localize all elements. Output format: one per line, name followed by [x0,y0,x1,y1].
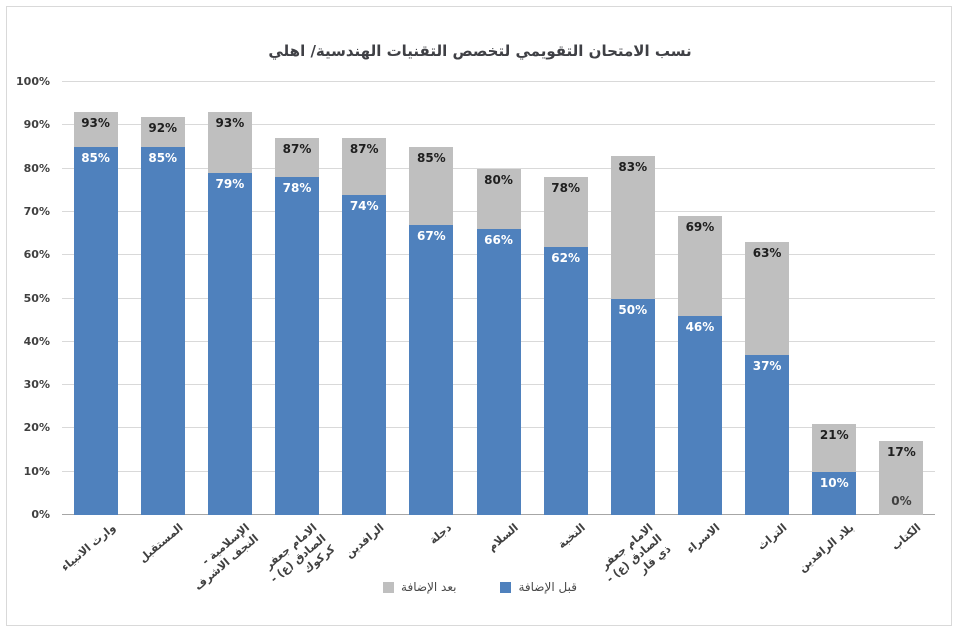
bar-segment-before [677,315,722,515]
bar-segment-before [543,246,588,515]
bar-segment-after [275,138,320,178]
before-value-label: 79% [215,176,245,191]
category-label: وارث الانبياء [58,521,118,574]
y-tick-label: 20% [23,421,50,435]
bar-segment-before [409,224,454,515]
bar-segment-after [812,424,857,472]
before-value-label: 66% [484,233,513,248]
bar-segment-before [812,471,857,515]
legend-label: بعد الإضافة [401,580,457,594]
bar-segment-after [73,112,118,147]
y-tick-label: 100% [16,75,50,88]
bar-segment-after [745,242,790,355]
y-tick-label: 10% [23,464,50,478]
before-value-label: 85% [148,150,178,165]
total-value-label: 17% [887,445,916,460]
total-value-label: 21% [819,428,849,443]
category-label: النخبة [555,521,589,552]
bar-segment-after [207,112,252,173]
before-value-label: 62% [551,250,580,265]
before-value-label: 67% [416,228,446,243]
legend: بعد الإضافة قبل الإضافة [0,580,960,594]
total-value-label: 83% [618,159,648,174]
before-value-label: 10% [819,475,849,490]
total-value-label: 92% [148,120,178,135]
bar-segment-after [543,177,588,247]
category-label: السلام [485,521,521,554]
total-value-label: 93% [215,116,245,131]
before-value-label: 46% [685,319,715,334]
legend-swatch [500,581,512,593]
chart-title: نسب الامتحان التقويمي لتخصص التقنيات اله… [268,42,692,60]
y-tick-label: 0% [31,508,50,521]
bar-segment-after [140,116,185,147]
category-label: المستقبل [135,521,186,566]
y-tick-label: 80% [23,161,50,175]
total-value-label: 69% [685,220,715,235]
bar-segment-after [677,216,722,316]
y-tick-label: 70% [23,204,50,218]
total-value-label: 93% [81,116,110,131]
category-label: التراث [755,521,790,553]
gridline [62,124,935,126]
plot-area: 93% 85% 92% 85% 93% 79% 87% 78% 87% 74% 85% 67% 80% 6… [62,81,935,515]
before-value-label: 74% [349,198,379,213]
bar-segment-before [275,177,320,515]
bar-segment-after [342,138,387,195]
bar-segment-after [879,441,924,515]
y-axis: 0% 10% 20% 30% 40% 50% 60% 70% 80% 90% 100% [0,75,56,521]
bar-segment-before [745,354,790,515]
category-label: الاسراء [684,521,723,557]
category-label: بلاد الرافدين [796,521,857,575]
before-value-label: 85% [81,150,110,165]
bar-segment-before [73,146,118,515]
legend-item: بعد الإضافة [383,580,456,594]
gridline [62,81,935,82]
before-value-label: 78% [282,181,312,196]
bar-segment-after [610,155,655,299]
legend-label: قبل الإضافة [518,580,577,594]
bar-segment-before [342,194,387,515]
total-value-label: 85% [416,150,446,165]
gridline [62,167,935,169]
category-label: الكتاب [889,521,924,553]
total-value-label: 78% [551,181,580,196]
y-tick-label: 60% [23,248,50,262]
bar-segment-before [140,146,185,515]
legend-swatch [383,581,395,593]
total-value-label: 87% [349,142,379,157]
bar-segment-before [476,229,521,515]
legend-item: قبل الإضافة [500,580,577,594]
total-value-label: 87% [282,142,312,157]
before-value-label: 50% [618,302,648,317]
y-tick-label: 50% [23,291,50,305]
total-value-label: 80% [484,172,513,187]
total-value-label: 63% [752,246,782,261]
bar-segment-after [476,168,521,230]
x-axis: وارث الانبياء المستقبل الإسلامية - النجف ا… [58,521,935,611]
bar-segment-before [610,298,655,515]
category-label: دجلة [426,521,454,547]
before-value-label: 0% [891,494,912,508]
before-value-label: 37% [752,358,782,373]
y-tick-label: 30% [23,378,50,392]
bar-segment-before [207,172,252,515]
y-tick-label: 90% [23,118,50,132]
y-tick-label: 40% [23,334,50,348]
category-label: الرافدين [342,521,387,561]
bar-segment-after [409,146,454,225]
